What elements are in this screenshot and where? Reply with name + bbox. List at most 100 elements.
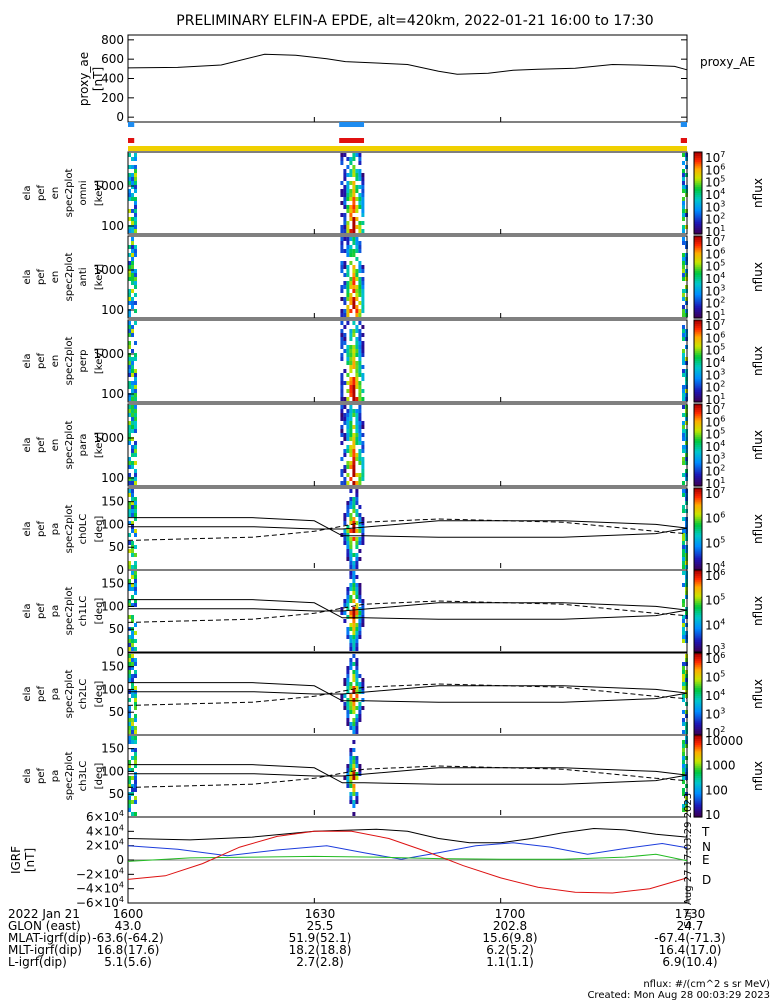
colorbar-swatch [694, 504, 702, 508]
spectrogram-pixel [355, 694, 359, 698]
colorbar-swatch [694, 804, 702, 808]
spectrogram-pixel [343, 217, 347, 221]
spectrogram-pixel [131, 509, 134, 513]
spectrogram-pixel [355, 698, 359, 702]
spectrogram-pixel [134, 714, 137, 718]
spectrogram-pixel [355, 377, 359, 381]
spectrogram-pixel [134, 285, 137, 289]
loss-cone-line [128, 599, 688, 620]
spectrogram-pixel [340, 181, 344, 185]
spectrogram-pixel [358, 225, 362, 229]
spectrogram-pixel [131, 643, 134, 647]
spectrogram-pixel [352, 237, 356, 241]
spectrogram-pixel [131, 393, 134, 397]
spectrogram-pixel [361, 285, 365, 289]
spectrogram-pixel [361, 229, 365, 233]
spectrogram-pixel [349, 756, 353, 760]
spectrogram-pixel [352, 639, 356, 643]
spectrogram-pixel [340, 417, 344, 421]
spectrogram-pixel [346, 481, 350, 485]
colorbar-swatch [694, 367, 702, 370]
spectrogram-panel [128, 489, 688, 569]
spectrogram-pixel [682, 764, 685, 768]
spectrogram-pixel [131, 674, 134, 678]
spectrogram-pixel [343, 611, 347, 615]
spectrogram-pixel [352, 273, 356, 277]
spectrogram-pixel [682, 772, 685, 776]
colorbar-swatch [694, 481, 702, 485]
spectrogram-pixel [682, 237, 685, 241]
spectrogram-pixel [352, 804, 356, 808]
spectrogram-pixel [128, 245, 131, 249]
spectrogram-pixel [352, 169, 356, 173]
spectrogram-ylabel: pef [36, 603, 47, 620]
spectrogram-pixel [355, 545, 359, 549]
colorbar-tick-label: 103 [705, 451, 725, 466]
colorbar-swatch [694, 796, 702, 800]
colorbar-swatch [694, 659, 702, 662]
spectrogram-pixel [355, 682, 359, 686]
colorbar-swatch [694, 502, 702, 505]
spectrogram-pixel [349, 389, 353, 393]
colorbar-tick-label: 103 [705, 199, 725, 214]
spectrogram-panel [128, 571, 688, 651]
colorbar-swatch [694, 494, 702, 497]
spectrogram-pixel [358, 353, 362, 357]
spectrogram-pixel [349, 445, 353, 449]
colorbar-swatch [694, 512, 702, 516]
colorbar-swatch [694, 209, 702, 213]
colorbar-swatch [694, 328, 702, 331]
spectrogram-pixel [352, 461, 356, 465]
colorbar-swatch [694, 375, 702, 378]
spectrogram-pixel [349, 345, 353, 349]
spectrogram-ylabel: spec2plot [64, 752, 75, 801]
colorbar-swatch [694, 301, 702, 305]
spectrogram-pixel [358, 293, 362, 297]
spectrogram-pixel [361, 599, 365, 603]
spectrogram-pixel [352, 565, 356, 569]
colorbar-swatch [694, 465, 702, 469]
spectrogram-pixel [349, 409, 353, 413]
spectrogram-pixel [343, 325, 347, 329]
spectrogram-pixel [352, 465, 356, 469]
spectrogram-pixel [346, 603, 350, 607]
colorbar-swatch [694, 307, 702, 311]
spectrogram-pixel [352, 457, 356, 461]
spectrogram-pixel [131, 812, 134, 816]
spectrogram-pixel [355, 722, 359, 726]
spectrogram-pixel [128, 357, 131, 361]
spectrogram-pixel [128, 477, 131, 481]
spectrogram-pixel [340, 201, 344, 205]
spectrogram-pixel [128, 800, 131, 804]
spectrogram-pixel [355, 662, 359, 666]
colorbar-swatch [694, 313, 702, 317]
spectrogram-pixel [355, 575, 359, 579]
colorbar-swatch [694, 442, 702, 446]
spectrogram-pixel [355, 349, 359, 353]
spectrogram-pixel [355, 397, 359, 401]
colorbar-swatch [694, 154, 702, 157]
spectrogram-pixel [134, 217, 137, 221]
spectrogram-pixel [346, 249, 350, 253]
spectrogram-pixel [361, 373, 365, 377]
colorbar-swatch [694, 330, 702, 333]
spectrogram-pixel [131, 349, 134, 353]
spectrogram-pixel [131, 615, 134, 619]
spectrogram-pixel [355, 726, 359, 730]
spectrogram-pixel [340, 265, 344, 269]
spectrogram-pixel [355, 489, 359, 493]
spectrogram-pixel [358, 345, 362, 349]
spectrogram-pixel [682, 445, 685, 449]
spectrogram-pixel [349, 537, 353, 541]
spectrogram-pixel [128, 381, 131, 385]
spectrogram-pixel [682, 682, 685, 686]
colorbar-swatch [694, 166, 702, 169]
spectrogram-pixel [358, 674, 362, 678]
spectrogram-pixel [134, 553, 137, 557]
spectrogram-pixel [349, 513, 353, 517]
spectrogram-pixel [682, 561, 685, 565]
spectrogram-pixel [682, 670, 685, 674]
spectrogram-pixel [128, 549, 131, 553]
spectrogram-pixel [134, 639, 137, 643]
